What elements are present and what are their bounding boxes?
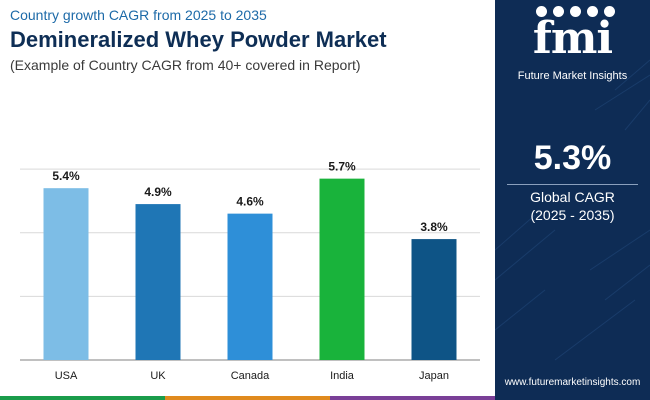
brand-name: Future Market Insights [517, 70, 628, 82]
fmi-logo-mark: fmi [513, 4, 633, 62]
panel-pattern [495, 59, 650, 361]
logo-dot-icon [587, 6, 598, 17]
data-label-india: 5.7% [328, 160, 356, 174]
data-label-uk: 4.9% [144, 185, 172, 199]
data-label-japan: 3.8% [420, 220, 448, 234]
global-cagr-period: (2025 - 2035) [530, 207, 615, 223]
bar-uk [135, 204, 181, 360]
footer-bar-orange [165, 396, 330, 400]
bar-chart: 5.4% USA 4.9% UK 4.6% Canada 5.7% India 3.8% Japa… [0, 100, 495, 390]
data-label-canada: 4.6% [236, 195, 264, 209]
logo-dot-icon [604, 6, 615, 17]
logo-dot-icon [553, 6, 564, 17]
chart-kicker: Country growth CAGR from 2025 to 2035 [10, 7, 267, 23]
data-label-usa: 5.4% [52, 169, 80, 183]
x-tick-label-usa: USA [55, 370, 78, 382]
website-url[interactable]: www.futuremarketinsights.com [504, 377, 641, 388]
footer-bar-green [0, 396, 165, 400]
global-cagr-value: 5.3% [533, 139, 612, 177]
x-tick-label-canada: Canada [231, 370, 270, 382]
bar-usa [43, 188, 89, 360]
summary-panel: fmi Future Market Insights 5.3% Global C… [495, 0, 650, 400]
logo-dot-icon [536, 6, 547, 17]
brand-logo: fmi Future Market Insights [495, 4, 650, 83]
bar-india [319, 178, 365, 360]
chart-title: Demineralized Whey Powder Market [10, 27, 387, 52]
x-tick-label-india: India [330, 370, 355, 382]
chart-subtitle: (Example of Country CAGR from 40+ covere… [10, 57, 361, 73]
chart-header: Country growth CAGR from 2025 to 2035 De… [10, 6, 480, 74]
logo-dot-icon [570, 6, 581, 17]
footer-bar-purple [330, 396, 495, 400]
x-tick-label-uk: UK [150, 370, 166, 382]
bar-canada [227, 213, 273, 360]
bar-chart-svg: 5.4% USA 4.9% UK 4.6% Canada 5.7% India 3.8% Japa… [20, 160, 480, 382]
global-cagr-label: Global CAGR [530, 189, 615, 205]
cagr-divider [507, 184, 638, 185]
logo-icons [531, 4, 621, 18]
bar-japan [411, 239, 457, 360]
x-tick-label-japan: Japan [419, 370, 449, 382]
logo-text: fmi [532, 13, 613, 64]
